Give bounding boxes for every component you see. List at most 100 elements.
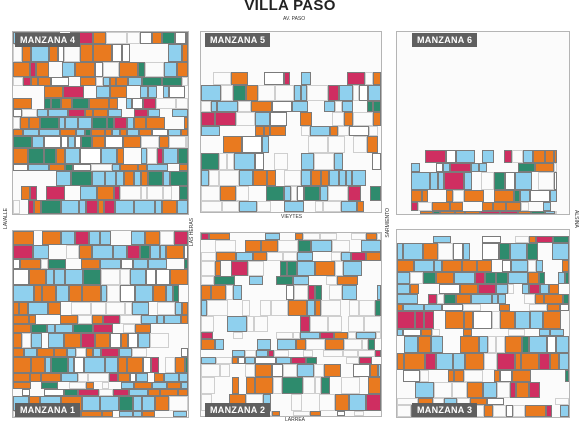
lot-outline xyxy=(222,201,239,212)
lot xyxy=(347,72,365,85)
lot xyxy=(80,44,93,62)
lot xyxy=(167,382,181,389)
lot xyxy=(100,396,119,411)
lot xyxy=(86,200,98,214)
lot-outline xyxy=(247,316,254,332)
lot xyxy=(439,284,460,294)
lot xyxy=(233,85,246,101)
lot xyxy=(34,285,42,302)
lot xyxy=(47,324,55,333)
lot xyxy=(31,324,47,333)
lot xyxy=(478,284,496,294)
lot xyxy=(465,353,484,370)
lot xyxy=(184,117,188,129)
lot xyxy=(494,190,514,202)
lot-outline xyxy=(274,350,289,357)
lot-outline xyxy=(314,153,334,170)
lot xyxy=(544,294,563,304)
lot xyxy=(85,109,93,117)
lot xyxy=(257,339,271,350)
lot xyxy=(201,153,219,170)
lot xyxy=(41,373,61,382)
lot-outline xyxy=(283,252,297,261)
lot-outline xyxy=(226,285,233,300)
lot xyxy=(550,190,557,202)
lot xyxy=(81,259,100,269)
lot xyxy=(307,300,315,316)
lot xyxy=(272,101,292,112)
lot-outline xyxy=(132,348,147,357)
lot xyxy=(445,311,464,329)
lot xyxy=(353,364,370,377)
lot-outline xyxy=(278,240,298,252)
lot xyxy=(253,252,267,261)
lot xyxy=(267,170,276,186)
street-label-av-paso: AV. PASO xyxy=(283,16,306,22)
lot xyxy=(162,200,177,214)
lot xyxy=(104,200,115,214)
lot xyxy=(377,285,381,300)
lot xyxy=(134,117,146,129)
lot xyxy=(45,357,51,373)
lot xyxy=(423,272,436,284)
lot xyxy=(232,350,245,357)
lot xyxy=(234,153,255,170)
lot xyxy=(403,370,420,382)
lot xyxy=(397,272,410,284)
lot xyxy=(455,211,465,214)
lot xyxy=(238,357,245,364)
lot-outline xyxy=(163,186,172,200)
lot-outline xyxy=(120,315,141,324)
lot xyxy=(114,117,127,129)
lot xyxy=(79,245,92,259)
lot xyxy=(95,333,110,348)
lot-outline xyxy=(213,72,231,85)
lot xyxy=(483,382,497,398)
lot xyxy=(397,304,403,311)
lot xyxy=(127,129,139,136)
lot-outline xyxy=(538,172,554,190)
lot xyxy=(233,285,242,300)
lot xyxy=(163,86,169,98)
lot xyxy=(330,126,338,136)
lot-outline xyxy=(420,370,429,382)
lot xyxy=(154,373,164,382)
lot xyxy=(411,202,418,211)
lot xyxy=(148,259,167,269)
lot xyxy=(129,389,148,396)
lot-outline xyxy=(335,261,343,276)
lot xyxy=(367,136,378,153)
lot-outline xyxy=(328,186,348,201)
lot xyxy=(220,186,236,201)
lot xyxy=(30,62,36,77)
lot-outline xyxy=(341,377,360,394)
lot xyxy=(498,294,506,304)
lot xyxy=(155,396,169,411)
block-manzana-5 xyxy=(200,31,382,213)
lot xyxy=(454,272,475,284)
lot xyxy=(181,315,188,324)
lot xyxy=(181,129,188,136)
lot xyxy=(56,148,65,164)
lot xyxy=(44,148,56,164)
lot xyxy=(265,233,280,240)
lot xyxy=(215,112,236,126)
lot xyxy=(359,85,368,101)
lot-outline xyxy=(13,77,23,86)
lot xyxy=(110,86,127,98)
lot xyxy=(373,101,381,112)
lot xyxy=(484,405,493,417)
lot xyxy=(69,285,82,302)
lot-outline xyxy=(201,201,222,212)
lot xyxy=(89,98,109,109)
lot-outline xyxy=(13,200,20,214)
lot xyxy=(341,252,351,261)
lot xyxy=(201,339,215,350)
lot-outline xyxy=(354,411,364,416)
lot xyxy=(351,252,366,261)
lot xyxy=(59,117,65,129)
lot xyxy=(460,284,478,294)
lot xyxy=(116,77,128,86)
lot xyxy=(482,150,494,163)
lot-outline xyxy=(201,316,214,332)
